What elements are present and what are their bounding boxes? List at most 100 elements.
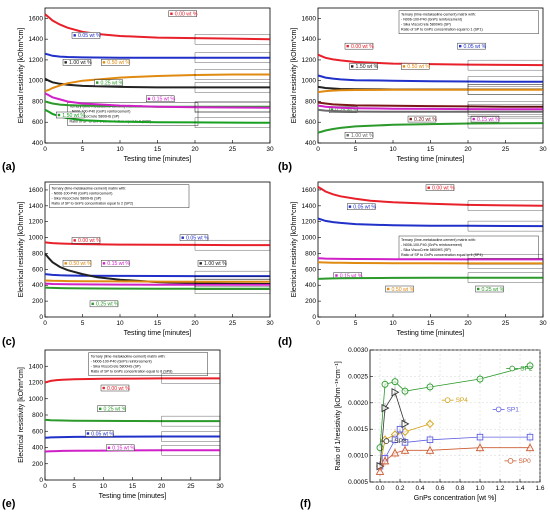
y-tick-label: 1400	[29, 363, 44, 370]
y-tick-label: 0.0030	[348, 347, 368, 354]
y-axis-title: Electrical resistivity [kOhm*cm]	[18, 367, 25, 463]
legend-box	[71, 237, 101, 244]
legend-label: SP0	[519, 458, 532, 465]
legend-label: 0.05 wt %	[78, 33, 101, 39]
legend-label: 0.00 wt %	[107, 386, 130, 392]
panel-label: (b)	[278, 161, 292, 173]
y-tick-label: 1400	[29, 36, 44, 43]
x-tick-label: 10	[389, 146, 397, 153]
legend-marker	[330, 108, 334, 111]
legend-marker	[64, 61, 67, 64]
legend-marker	[409, 117, 412, 121]
x-tick-label: 30	[216, 483, 224, 490]
y-tick-label: 1200	[29, 380, 44, 387]
legend-box	[329, 106, 358, 113]
y-tick-label: 1200	[302, 219, 317, 226]
chart-panel-d: (d) 0 5 10 15 20 25 30 0 200 400 600 800 1000 1200 1400…	[278, 181, 547, 348]
y-tick-label: 0	[39, 477, 43, 484]
x-axis-title: Testing time [minutes]	[397, 330, 465, 337]
series-end-box	[194, 283, 271, 294]
legend-label: 0.50 wt %	[392, 287, 415, 293]
y-tick-label: 600	[32, 119, 43, 126]
info-line: Ratio of SP to GnPs concentration equal …	[401, 253, 483, 257]
legend-marker	[102, 386, 105, 390]
legend-label: 0.25 wt %	[335, 107, 358, 113]
x-tick-label: 30	[266, 146, 274, 153]
x-tick-label: 5	[81, 146, 85, 153]
legend-box	[344, 132, 374, 139]
y-tick-label: 600	[305, 266, 316, 273]
legend-marker	[86, 432, 90, 435]
x-tick-label: 5	[81, 320, 85, 327]
panel-label: (a)	[2, 161, 16, 173]
series-line	[317, 261, 543, 265]
x-tick-label: 30	[539, 320, 547, 327]
legend-label: 0.15 wt %	[152, 97, 175, 103]
info-line: - Sika ViscoCrete 5800HS (SP)	[401, 248, 451, 252]
chart-panel-f: (f) 0.0 0.2 0.4 0.6 0.8 1.0 1.2 1.4 1.6 0.0005 0.00…	[300, 347, 545, 510]
info-line: Ternary (lime-metakaoline-cement) matrix…	[401, 238, 476, 242]
legend-box	[401, 63, 430, 70]
series-line	[44, 241, 270, 247]
legend-label: 1.50 wt %	[356, 64, 379, 70]
series-end-box	[467, 76, 544, 87]
x-tick-label: 0.0	[375, 485, 384, 492]
y-tick-label: 1000	[29, 78, 44, 85]
legend-box	[97, 405, 126, 412]
legend-marker	[73, 34, 76, 37]
data-point	[391, 387, 400, 397]
legend-marker	[509, 365, 516, 372]
x-tick-label: 20	[191, 146, 199, 153]
series-line	[317, 257, 543, 261]
legend-box	[101, 59, 130, 66]
legend-marker	[348, 205, 352, 208]
x-tick-label: 1.0	[475, 485, 484, 492]
legend-box	[89, 300, 119, 308]
y-axis-title: Electrical resistivity [kOhm*cm]	[18, 28, 25, 124]
panel-label: (f)	[300, 498, 311, 510]
y-tick-label: 1600	[302, 187, 317, 194]
data-point	[425, 445, 435, 454]
series-end-box	[194, 34, 271, 45]
legend-label: 0.25 wt %	[101, 80, 124, 86]
x-tick-label: 0	[43, 146, 47, 153]
info-line: - N006-100-P40 (GnPs reinforcement)	[401, 18, 462, 22]
series-end-box	[467, 59, 544, 71]
info-line: - Sika ViscoCrete 5800HS (SP)	[401, 23, 451, 27]
x-tick-label: 0	[43, 320, 47, 327]
y-tick-label: 0.0005	[348, 479, 368, 486]
series-line	[44, 108, 271, 124]
legend-label: 0.15 wt %	[477, 117, 500, 123]
legend-label: 0.00 wt %	[175, 12, 198, 18]
legend-label: 0.20 wt %	[414, 117, 437, 123]
data-point	[401, 419, 410, 429]
legend-marker	[335, 274, 338, 277]
legend-marker	[73, 239, 76, 242]
data-point	[426, 383, 434, 391]
y-tick-label: 1400	[29, 203, 44, 210]
data-point	[391, 436, 399, 444]
x-tick-label: 0.4	[415, 485, 424, 492]
x-tick-label: 15	[427, 146, 435, 153]
series-end-box	[467, 117, 544, 129]
x-tick-label: 15	[427, 320, 435, 327]
x-tick-label: 25	[229, 146, 237, 153]
legend-box	[407, 115, 437, 123]
series-end-box	[194, 102, 271, 113]
info-line: - Sika ViscoCrete 5800HS (SP)	[52, 197, 102, 201]
legend-marker	[459, 44, 462, 48]
legend-marker	[351, 65, 354, 68]
series-end-box	[467, 272, 544, 283]
y-tick-label: 800	[305, 250, 316, 257]
x-tick-label: 0.2	[395, 485, 404, 492]
legend-marker	[346, 44, 349, 48]
series-line	[44, 449, 220, 453]
data-point	[476, 433, 484, 441]
y-tick-label: 600	[305, 119, 316, 126]
series-line	[44, 418, 220, 423]
legend-box	[385, 285, 414, 293]
legend-marker	[102, 262, 106, 265]
y-tick-label: 0	[312, 314, 316, 321]
series-line	[44, 52, 270, 59]
y-axis-title: Electrical resistivity [kOhm*cm]	[291, 202, 298, 298]
